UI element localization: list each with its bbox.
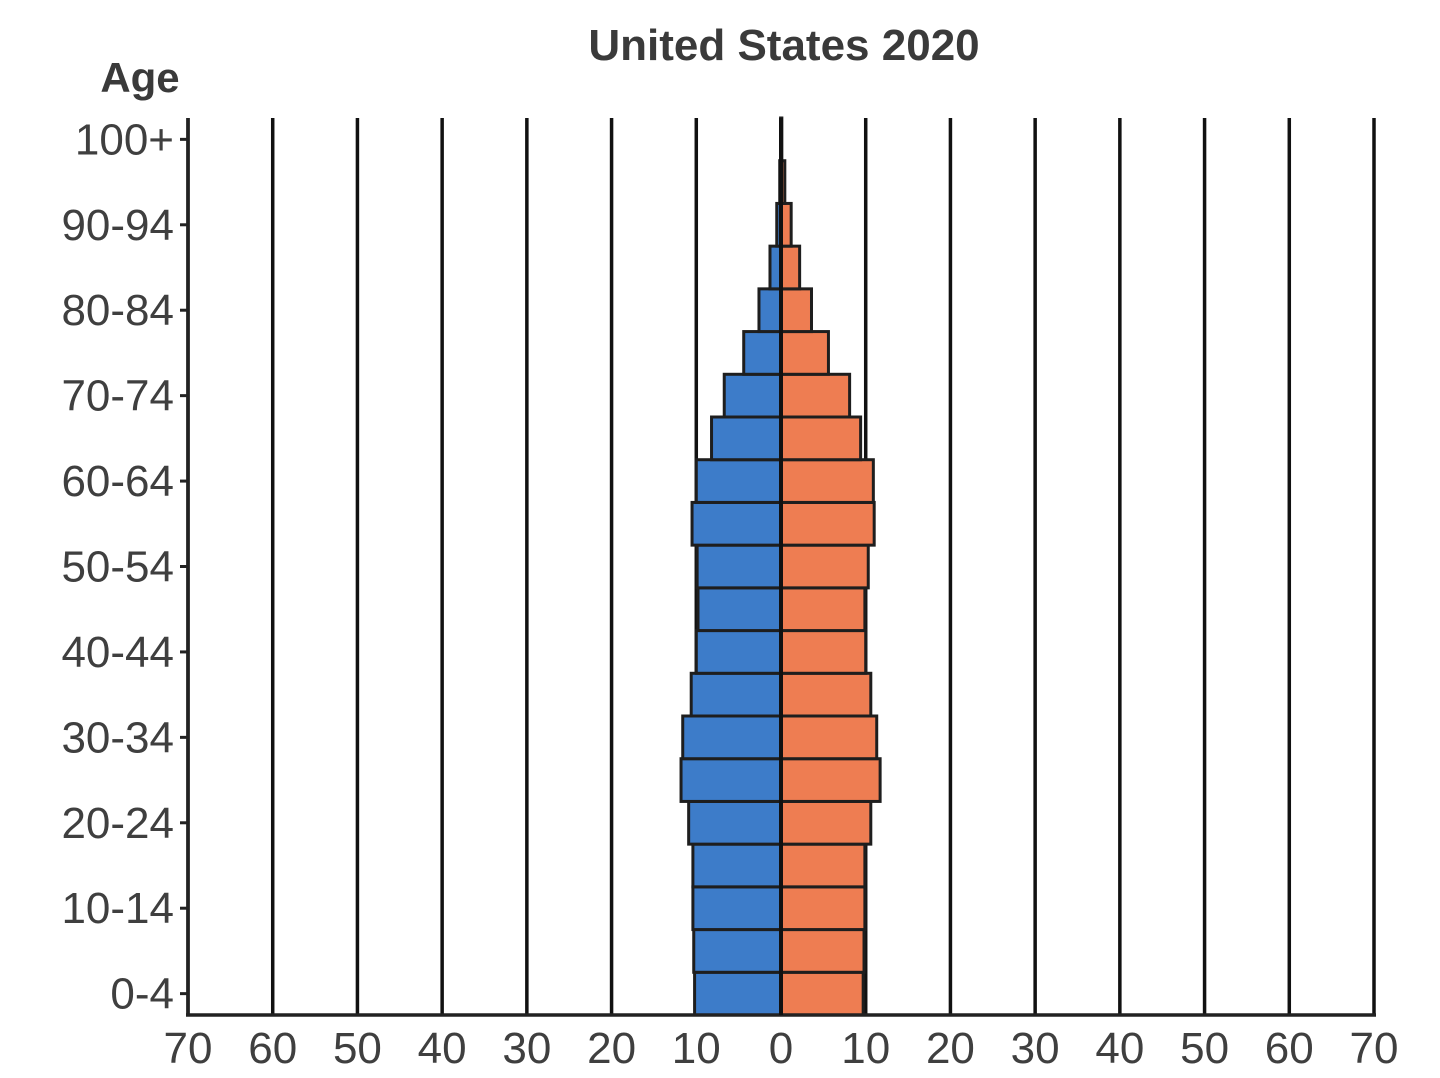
y-tick-label: 20-24 [61,799,174,848]
bar-right-50-54 [779,543,870,590]
bar-right-45-49 [779,586,867,633]
bar-right-35-39 [779,671,873,718]
bar-right-70-74 [779,372,852,419]
x-tick-label: 50 [1180,1024,1229,1073]
bar-left-40-44 [694,629,783,675]
x-tick-label: 50 [333,1024,382,1073]
x-tick-label: 70 [1350,1024,1399,1073]
x-tick-label: 40 [418,1024,467,1073]
y-axis-title: Age [100,54,179,101]
y-tick-label: 0-4 [110,970,174,1019]
y-tick-labels: 100+ 90-94 80-84 70-74 60-64 50-54 40-44 30-34 2… [61,115,188,1019]
bar-left-30-34 [681,714,783,761]
y-tick-label: 10-14 [61,884,174,933]
axes [186,118,1376,1017]
bar-left-50-54 [695,543,783,590]
bar-left-70-74 [722,372,783,419]
y-tick-label: 80-84 [61,286,174,335]
bar-right-15-19 [779,842,867,889]
bar-left-55-59 [690,500,783,547]
bar-right-25-29 [779,757,882,803]
bar-left-5-9 [692,928,783,974]
bar-right-30-34 [779,714,879,761]
bar-right-85-89 [779,244,802,291]
x-tick-label: 30 [502,1024,551,1073]
bar-left-10-14 [691,885,783,932]
bar-right-20-24 [779,799,873,846]
x-tick-label: 30 [1011,1024,1060,1073]
grid-lines [186,118,1376,1015]
bar-left-80-84 [757,287,783,334]
bar-right-65-69 [779,415,863,462]
y-tick-label: 40-44 [61,628,174,677]
bar-right-40-44 [779,629,868,675]
x-tick-label: 0 [769,1024,793,1073]
bar-right-5-9 [779,928,866,974]
x-tick-label: 20 [926,1024,975,1073]
bar-left-65-69 [710,415,783,462]
bar-left-45-49 [696,586,783,633]
x-tick-label: 10 [672,1024,721,1073]
y-tick-label: 60-64 [61,457,174,506]
bar-right-80-84 [779,287,813,334]
y-tick-label: 100+ [75,115,174,164]
bar-right-10-14 [779,885,867,932]
y-tick-label: 30-34 [61,713,174,762]
bar-left-35-39 [689,671,783,718]
bar-left-0-4 [693,970,783,1017]
bar-left-20-24 [687,799,783,846]
bar-left-60-64 [694,458,783,504]
x-tick-label: 40 [1095,1024,1144,1073]
bar-left-15-19 [691,842,783,889]
bar-right-75-79 [779,330,830,376]
bar-right-55-59 [779,500,876,547]
y-tick-label: 90-94 [61,201,174,250]
chart-title: United States 2020 [588,21,979,70]
bar-left-75-79 [742,330,783,376]
x-tick-label: 60 [1265,1024,1314,1073]
x-tick-label: 60 [248,1024,297,1073]
x-tick-label: 20 [587,1024,636,1073]
y-tick-label: 70-74 [61,372,174,421]
bar-right-60-64 [779,458,875,504]
bar-right-0-4 [779,970,865,1017]
bar-left-25-29 [679,757,783,803]
x-tick-label: 10 [841,1024,890,1073]
x-tick-labels: 70 60 50 40 30 20 10 0 10 20 30 40 50 60 70 [164,1024,1399,1073]
x-tick-label: 70 [164,1024,213,1073]
y-tick-label: 50-54 [61,543,174,592]
